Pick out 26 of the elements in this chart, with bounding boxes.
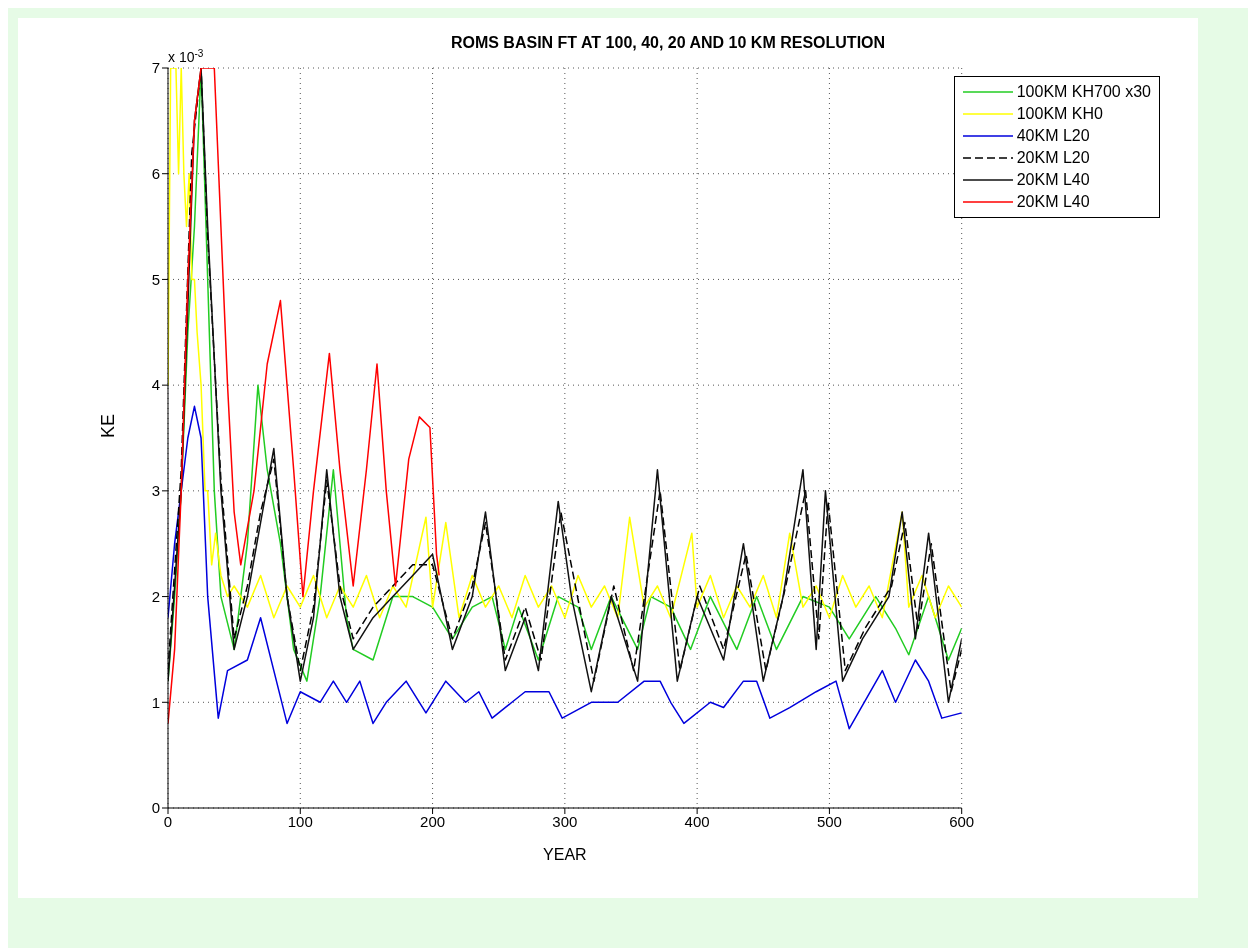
legend-label: 20KM L40 [1016,193,1090,211]
y-tick-label: 0 [151,799,160,817]
x-tick-label: 0 [163,812,173,830]
legend-label: 20KM L20 [1016,149,1090,167]
x-tick-label: 300 [552,812,578,830]
y-tick-label: 4 [151,376,160,394]
x-tick-label: 600 [949,812,975,830]
legend-label: 100KM KH0 [1016,105,1103,123]
legend-label: 20KM L40 [1016,171,1090,189]
legend-label: 40KM L20 [1016,127,1090,145]
text: x 10$^{-3}$ [168,47,204,65]
chart-title: ROMS BASIN FT AT 100, 40, 20 AND 10 KM RESOLUTION [450,34,886,51]
legend-label: 100KM KH700 x30 [1016,83,1151,101]
y-tick-label: 3 [151,482,160,500]
y-tick-label: 1 [151,693,160,711]
y-tick-label: 5 [151,270,160,288]
y-axis-title: KE [98,413,119,438]
y-tick-label: 2 [151,587,160,605]
y-tick-label: 6 [151,165,160,183]
line-series [168,405,962,730]
x-tick-label: 400 [684,812,710,830]
x-tick-label: 200 [420,812,446,830]
x-axis-title: YEAR [543,846,587,863]
x-tick-label: 100 [287,812,313,830]
y-tick-label: 7 [151,59,160,77]
x-tick-label: 500 [816,812,842,830]
